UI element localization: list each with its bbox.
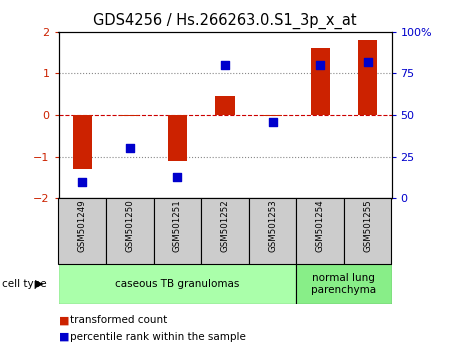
Text: GSM501251: GSM501251: [173, 200, 182, 252]
Text: ■: ■: [58, 332, 69, 342]
Bar: [168, 115, 187, 161]
Text: normal lung
parenchyma: normal lung parenchyma: [311, 273, 377, 295]
Text: GSM501250: GSM501250: [126, 200, 135, 252]
Text: transformed count: transformed count: [70, 315, 167, 325]
Bar: [344, 198, 392, 264]
Bar: [249, 198, 297, 264]
Point: [126, 145, 134, 151]
Bar: [358, 40, 377, 115]
Point: [364, 59, 371, 65]
Bar: [58, 264, 297, 304]
Bar: [153, 198, 201, 264]
Bar: [263, 115, 282, 116]
Bar: [58, 198, 106, 264]
Text: GSM501253: GSM501253: [268, 200, 277, 252]
Text: GSM501254: GSM501254: [315, 200, 324, 252]
Text: cell type: cell type: [2, 279, 47, 289]
Bar: [120, 115, 140, 116]
Bar: [106, 198, 153, 264]
Point: [174, 174, 181, 179]
Bar: [216, 96, 234, 115]
Text: GSM501255: GSM501255: [363, 200, 372, 252]
Text: GSM501252: GSM501252: [220, 200, 230, 252]
Text: ■: ■: [58, 315, 69, 325]
Bar: [297, 264, 392, 304]
Text: GSM501249: GSM501249: [78, 200, 87, 252]
Point: [79, 179, 86, 184]
Bar: [297, 198, 344, 264]
Point: [221, 62, 229, 68]
Text: ▶: ▶: [35, 279, 43, 289]
Bar: [310, 48, 330, 115]
Bar: [201, 198, 249, 264]
Point: [269, 119, 276, 125]
Text: percentile rank within the sample: percentile rank within the sample: [70, 332, 246, 342]
Point: [316, 62, 324, 68]
Title: GDS4256 / Hs.266263.0.S1_3p_x_at: GDS4256 / Hs.266263.0.S1_3p_x_at: [93, 13, 357, 29]
Text: caseous TB granulomas: caseous TB granulomas: [115, 279, 239, 289]
Bar: [73, 115, 92, 169]
